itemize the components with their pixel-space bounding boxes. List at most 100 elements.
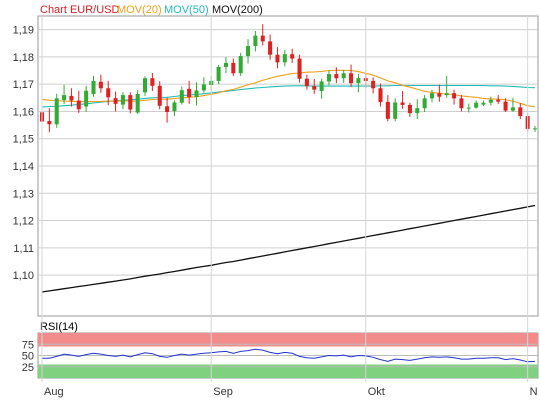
candle-body (128, 95, 133, 110)
candles-series (39, 24, 538, 133)
candle-body (179, 90, 184, 103)
candle-body (385, 101, 390, 119)
candle-body (142, 78, 148, 93)
candle-body (304, 78, 309, 87)
mov200-line (41, 204, 536, 293)
candle-body (532, 128, 538, 130)
candle-body (62, 95, 67, 100)
candle-body (444, 93, 449, 96)
candle-body (400, 102, 405, 105)
candle-body (319, 81, 324, 91)
x-tick-label: Okt (368, 386, 385, 398)
candle-body (238, 56, 243, 74)
candle-body (452, 93, 457, 99)
candle-body (150, 78, 155, 86)
candle-body (407, 104, 412, 114)
candle-body (172, 102, 177, 112)
candle-body (378, 88, 383, 102)
legend-title: Chart EUR/USD (40, 4, 120, 16)
legend-mov20: MOV(20) (117, 4, 162, 16)
candle-body (356, 78, 361, 84)
chart-legend: Chart EUR/USD MOV(20) MOV(50) MOV(200) (40, 4, 263, 16)
candle-body (76, 100, 81, 110)
price-tick-label: 1,17 (13, 79, 34, 91)
candle-body (194, 90, 199, 97)
candle-body (496, 99, 501, 102)
candle-body (157, 85, 162, 106)
x-tick-label: N (530, 386, 538, 398)
candle-body (488, 99, 493, 103)
price-tick-label: 1,12 (13, 216, 34, 228)
candle-body (429, 93, 435, 99)
candle-body (253, 35, 258, 46)
rsi-tick-label: 25 (22, 362, 34, 374)
candle-body (223, 62, 228, 67)
candle-body (312, 86, 317, 90)
candle-body (275, 54, 280, 63)
candle-body (371, 80, 376, 89)
candle-body (326, 74, 331, 82)
candle-body (187, 88, 192, 97)
candle-body (120, 95, 125, 105)
price-tick-label: 1,16 (13, 106, 34, 118)
price-tick-label: 1,18 (13, 52, 34, 64)
candle-body (341, 73, 346, 79)
candle-body (113, 98, 118, 104)
candle-body (415, 108, 420, 114)
candle-body (466, 107, 471, 109)
candle-body (393, 102, 398, 119)
candle-body (282, 54, 287, 63)
price-tick-label: 1,11 (13, 243, 34, 255)
price-tick-label: 1,10 (13, 270, 34, 282)
price-panel: 1,10 1,11 1,12 1,13 1,14 1,15 1,16 1,17 1,18 1,19 (13, 15, 539, 317)
candle-body (246, 46, 251, 57)
rsi-tick-label: 75 (22, 339, 34, 351)
rsi-series (42, 348, 536, 363)
price-tick-label: 1,19 (13, 25, 34, 37)
x-tick-label: Sep (213, 386, 233, 398)
candle-body (459, 98, 464, 109)
rsi-bands (38, 333, 538, 378)
candle-body (106, 88, 111, 98)
candle-body (165, 106, 170, 112)
rsi-title: RSI(14) (40, 321, 78, 333)
mov200-series (41, 204, 536, 293)
rsi-band-oversold (38, 364, 538, 378)
candle-body (503, 101, 508, 111)
candle-body (349, 73, 354, 84)
candle-body (216, 67, 221, 81)
candle-body (518, 107, 523, 117)
candle-body (84, 90, 89, 107)
candle-body (474, 102, 479, 108)
candle-body (91, 80, 96, 94)
candle-body (510, 107, 515, 111)
candle-body (69, 95, 74, 101)
candle-body (260, 35, 265, 42)
candle-body (268, 41, 273, 55)
legend-mov200: MOV(200) (212, 4, 263, 16)
candle-body (98, 81, 103, 89)
candle-body (334, 74, 339, 79)
legend-mov50: MOV(50) (164, 4, 209, 16)
price-tick-label: 1,15 (13, 134, 34, 146)
candle-body (135, 94, 140, 113)
candle-body (297, 58, 302, 79)
rsi-band-overbought (38, 333, 538, 347)
candle-body (54, 98, 59, 125)
candle-body (481, 102, 486, 105)
candle-body (437, 93, 442, 97)
rsi-tick-label: 50 (22, 351, 34, 363)
candle-body (422, 98, 427, 109)
price-tick-label: 1,14 (13, 161, 34, 173)
rsi-line (42, 348, 536, 363)
candle-body (201, 84, 206, 91)
candle-body (47, 121, 52, 125)
price-tick-label: 1,13 (13, 188, 34, 200)
x-tick-label: Aug (44, 386, 64, 398)
candle-body (231, 62, 236, 74)
x-axis: Aug Sep Okt N (41, 16, 538, 398)
